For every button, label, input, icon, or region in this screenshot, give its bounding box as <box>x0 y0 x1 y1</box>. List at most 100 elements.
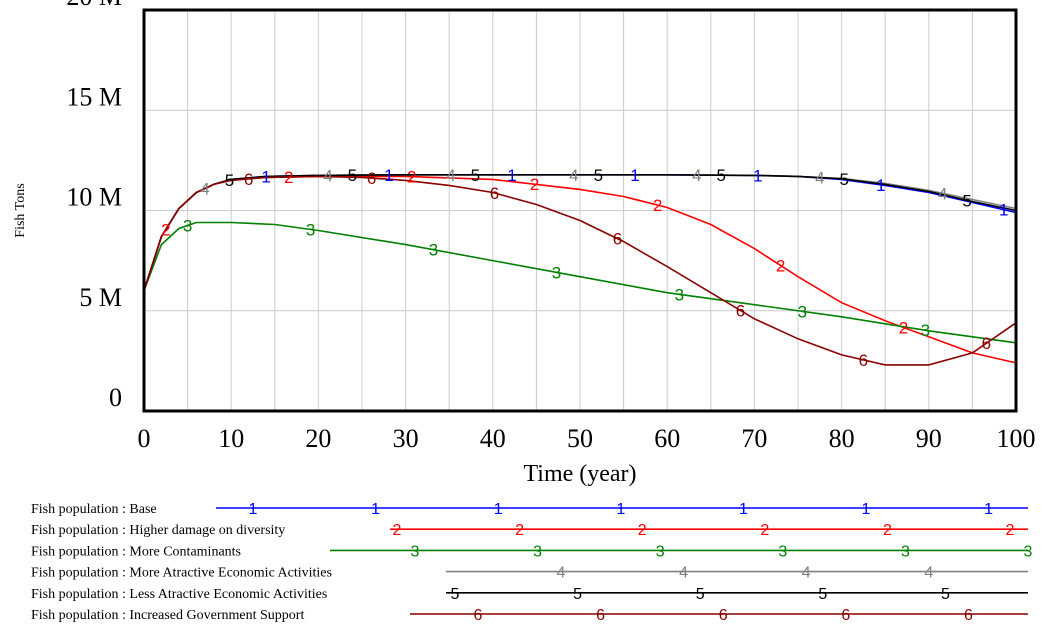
series-marker-5: 5 <box>962 191 971 210</box>
legend-marker-2: 2 <box>883 522 892 539</box>
legend-label: Fish population : Base <box>31 502 157 517</box>
legend-label: Fish population : More Atractive Economi… <box>31 566 332 581</box>
series-marker-2: 2 <box>407 168 416 187</box>
x-tick-label: 60 <box>654 424 680 453</box>
series-marker-6: 6 <box>490 184 499 203</box>
x-tick-label: 10 <box>218 424 244 453</box>
series-marker-3: 3 <box>429 241 438 260</box>
series-marker-2: 2 <box>161 221 170 240</box>
plot-frame <box>142 8 1018 413</box>
legend-marker-3: 3 <box>901 543 910 560</box>
series-marker-3: 3 <box>921 321 930 340</box>
legend-marker-6: 6 <box>596 607 605 624</box>
y-tick-label: 15 M <box>66 82 122 111</box>
grid-lines <box>143 9 1016 411</box>
legend-marker-6: 6 <box>474 607 483 624</box>
legend-marker-2: 2 <box>760 522 769 539</box>
series-marker-1: 1 <box>384 166 393 185</box>
legend-marker-1: 1 <box>494 501 503 518</box>
legend-marker-2: 2 <box>638 522 647 539</box>
axis-tick-labels: 0 10 20 30 40 50 60 70 80 90 100 0 5 M 10 M 15 M 20 M <box>66 0 1035 453</box>
series-marker-4: 4 <box>815 168 824 187</box>
legend-label: Fish population : Less Atractive Economi… <box>31 587 327 602</box>
series-marker-4: 4 <box>938 184 947 203</box>
series-marker-4: 4 <box>323 166 332 185</box>
legend-marker-4: 4 <box>924 565 933 582</box>
series-marker-4: 4 <box>200 179 209 198</box>
series-marker-1: 1 <box>753 166 762 185</box>
legend-marker-2: 2 <box>1006 522 1015 539</box>
legend-marker-1: 1 <box>371 501 380 518</box>
series-marker-1: 1 <box>507 166 516 185</box>
legend-label: Fish population : Increased Government S… <box>31 608 304 623</box>
series-marker-2: 2 <box>899 319 908 338</box>
series-line-6 <box>143 175 1017 366</box>
series-marker-6: 6 <box>244 170 253 189</box>
series-marker-2: 2 <box>653 196 662 215</box>
legend-marker-5: 5 <box>573 586 582 603</box>
series-marker-3: 3 <box>183 217 192 236</box>
series-marker-6: 6 <box>982 334 991 353</box>
series-marker-3: 3 <box>798 302 807 321</box>
legend-marker-3: 3 <box>1024 543 1033 560</box>
legend-label: Fish population : Higher damage on diver… <box>31 523 285 538</box>
x-tick-label: 90 <box>916 424 942 453</box>
legend-marker-1: 1 <box>249 501 258 518</box>
legend-marker-6: 6 <box>964 607 973 624</box>
legend-marker-5: 5 <box>818 586 827 603</box>
x-tick-label: 20 <box>305 424 331 453</box>
legend: Fish population : Base 1 1 1 1 1 1 1 Fish popula… <box>31 501 1033 624</box>
legend-marker-1: 1 <box>616 501 625 518</box>
x-tick-label: 100 <box>997 424 1036 453</box>
series-line-3 <box>143 221 1017 344</box>
x-tick-label: 80 <box>829 424 855 453</box>
y-tick-label: 0 <box>109 383 122 412</box>
legend-marker-3: 3 <box>778 543 787 560</box>
series-marker-6: 6 <box>367 169 376 188</box>
series-marker-3: 3 <box>675 285 684 304</box>
series-lines <box>143 174 1017 366</box>
y-tick-label: 10 M <box>66 183 122 212</box>
legend-marker-5: 5 <box>941 586 950 603</box>
series-marker-6: 6 <box>736 301 745 320</box>
y-tick-label: 20 M <box>66 0 122 11</box>
series-marker-4: 4 <box>446 166 455 185</box>
x-tick-label: 30 <box>393 424 419 453</box>
y-axis-title: Fish Tons <box>13 183 28 237</box>
legend-marker-2: 2 <box>393 522 402 539</box>
legend-marker-4: 4 <box>802 565 811 582</box>
x-tick-label: 70 <box>741 424 767 453</box>
series-marker-3: 3 <box>552 263 561 282</box>
series-marker-2: 2 <box>776 256 785 275</box>
series-marker-3: 3 <box>306 220 315 239</box>
legend-marker-1: 1 <box>984 501 993 518</box>
legend-marker-6: 6 <box>719 607 728 624</box>
x-tick-label: 0 <box>138 424 151 453</box>
series-marker-5: 5 <box>717 166 726 185</box>
series-marker-5: 5 <box>594 166 603 185</box>
series-marker-2: 2 <box>284 168 293 187</box>
legend-marker-6: 6 <box>841 607 850 624</box>
legend-marker-2: 2 <box>515 522 524 539</box>
series-marker-1: 1 <box>999 201 1008 220</box>
legend-marker-5: 5 <box>451 586 460 603</box>
legend-label: Fish population : More Contaminants <box>31 544 241 559</box>
series-marker-5: 5 <box>225 171 234 190</box>
legend-marker-4: 4 <box>557 565 566 582</box>
series-marker-1: 1 <box>261 167 270 186</box>
y-tick-label: 5 M <box>79 283 122 312</box>
series-marker-1: 1 <box>876 176 885 195</box>
legend-marker-3: 3 <box>656 543 665 560</box>
legend-marker-3: 3 <box>411 543 420 560</box>
x-tick-label: 50 <box>567 424 593 453</box>
series-marker-5: 5 <box>348 166 357 185</box>
series-marker-6: 6 <box>859 351 868 370</box>
series-marker-6: 6 <box>613 230 622 249</box>
legend-marker-5: 5 <box>696 586 705 603</box>
legend-marker-4: 4 <box>679 565 688 582</box>
series-marker-4: 4 <box>569 166 578 185</box>
series-marker-1: 1 <box>630 166 639 185</box>
legend-marker-3: 3 <box>533 543 542 560</box>
